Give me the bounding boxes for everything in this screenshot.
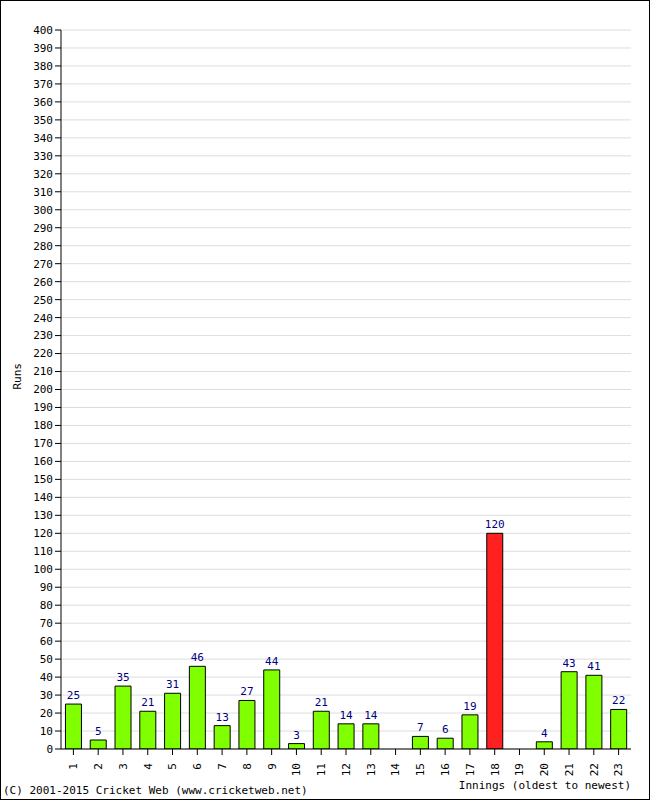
svg-text:90: 90: [40, 581, 53, 594]
svg-text:220: 220: [33, 347, 53, 360]
svg-text:300: 300: [33, 204, 53, 217]
svg-text:18: 18: [489, 763, 502, 776]
svg-text:21: 21: [141, 696, 154, 709]
svg-text:170: 170: [33, 437, 53, 450]
svg-text:1: 1: [67, 763, 80, 770]
svg-text:230: 230: [33, 329, 53, 342]
svg-text:260: 260: [33, 276, 53, 289]
svg-text:0: 0: [46, 743, 53, 756]
svg-text:120: 120: [33, 527, 53, 540]
svg-text:12: 12: [340, 763, 353, 776]
svg-text:400: 400: [33, 24, 53, 37]
svg-text:5: 5: [166, 763, 179, 770]
svg-text:80: 80: [40, 599, 53, 612]
svg-text:14: 14: [339, 709, 353, 722]
svg-text:380: 380: [33, 60, 53, 73]
svg-text:22: 22: [612, 694, 625, 707]
svg-text:21: 21: [563, 763, 576, 776]
svg-text:4: 4: [142, 763, 155, 770]
html-text:(C) 2001-2015 Cricket Web (www: (C) 2001-2015 Cricket Web (www.cricketwe…: [3, 784, 308, 797]
svg-text:360: 360: [33, 96, 53, 109]
svg-text:200: 200: [33, 383, 53, 396]
svg-text:6: 6: [442, 723, 449, 736]
svg-text:8: 8: [241, 763, 254, 770]
svg-text:280: 280: [33, 240, 53, 253]
svg-text:370: 370: [33, 78, 53, 91]
svg-text:11: 11: [315, 763, 328, 776]
svg-text:3: 3: [293, 729, 300, 742]
svg-text:22: 22: [588, 763, 601, 776]
svg-text:7: 7: [216, 763, 229, 770]
svg-text:60: 60: [40, 635, 53, 648]
svg-text:140: 140: [33, 491, 53, 504]
svg-text:Runs: Runs: [11, 363, 24, 390]
svg-text:25: 25: [67, 689, 80, 702]
svg-text:290: 290: [33, 222, 53, 235]
svg-text:40: 40: [40, 671, 53, 684]
svg-text:100: 100: [33, 563, 53, 576]
svg-text:21: 21: [315, 696, 328, 709]
svg-text:19: 19: [463, 700, 476, 713]
svg-text:4: 4: [541, 727, 548, 740]
svg-text:240: 240: [33, 312, 53, 325]
svg-text:20: 20: [538, 763, 551, 776]
svg-text:6: 6: [191, 763, 204, 770]
svg-text:16: 16: [439, 763, 452, 776]
svg-text:Innings (oldest to newest): Innings (oldest to newest): [459, 779, 631, 792]
svg-text:390: 390: [33, 42, 53, 55]
svg-text:31: 31: [166, 678, 179, 691]
svg-text:27: 27: [240, 685, 253, 698]
svg-text:14: 14: [364, 709, 378, 722]
svg-text:120: 120: [485, 518, 505, 531]
svg-text:330: 330: [33, 150, 53, 163]
svg-text:50: 50: [40, 653, 53, 666]
svg-text:190: 190: [33, 401, 53, 414]
svg-text:43: 43: [562, 657, 575, 670]
svg-text:310: 310: [33, 186, 53, 199]
svg-text:3: 3: [117, 763, 130, 770]
svg-text:44: 44: [265, 655, 279, 668]
svg-text:7: 7: [417, 721, 424, 734]
svg-text:10: 10: [290, 763, 303, 776]
svg-text:15: 15: [414, 763, 427, 776]
svg-text:13: 13: [365, 763, 378, 776]
svg-text:41: 41: [587, 660, 600, 673]
svg-text:180: 180: [33, 419, 53, 432]
svg-text:30: 30: [40, 689, 53, 702]
svg-text:160: 160: [33, 455, 53, 468]
svg-text:46: 46: [191, 651, 204, 664]
svg-text:320: 320: [33, 168, 53, 181]
svg-text:130: 130: [33, 509, 53, 522]
svg-text:35: 35: [116, 671, 129, 684]
svg-text:210: 210: [33, 365, 53, 378]
svg-text:270: 270: [33, 258, 53, 271]
svg-text:2: 2: [92, 763, 105, 770]
svg-text:20: 20: [40, 707, 53, 720]
svg-text:9: 9: [266, 763, 279, 770]
svg-text:5: 5: [95, 725, 102, 738]
svg-text:250: 250: [33, 294, 53, 307]
svg-text:19: 19: [513, 763, 526, 776]
svg-text:70: 70: [40, 617, 53, 630]
svg-text:350: 350: [33, 114, 53, 127]
svg-text:23: 23: [612, 763, 625, 776]
svg-text:13: 13: [216, 711, 229, 724]
svg-text:10: 10: [40, 725, 53, 738]
svg-text:340: 340: [33, 132, 53, 145]
svg-text:14: 14: [389, 763, 402, 777]
svg-text:17: 17: [464, 763, 477, 776]
svg-text:110: 110: [33, 545, 53, 558]
svg-text:150: 150: [33, 473, 53, 486]
